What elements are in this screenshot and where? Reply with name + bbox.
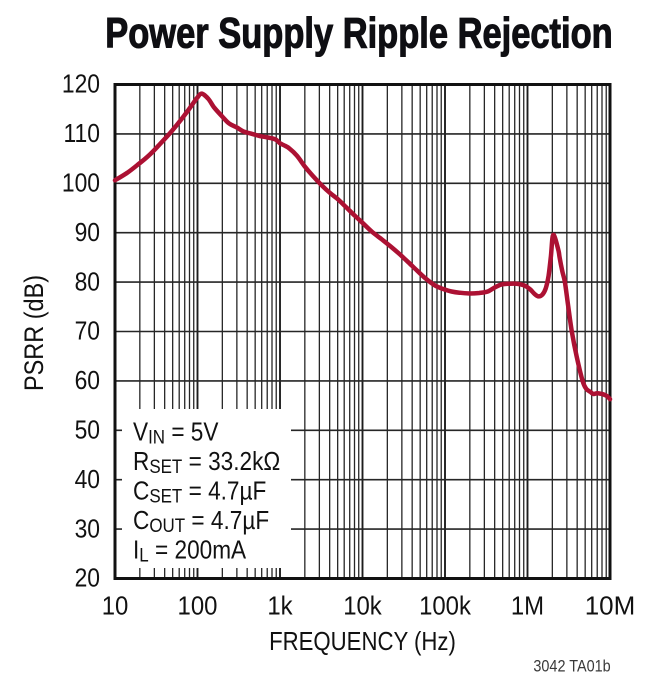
svg-text:80: 80 — [75, 268, 100, 297]
svg-text:100: 100 — [178, 591, 218, 620]
svg-text:40: 40 — [75, 466, 100, 495]
svg-text:100: 100 — [62, 169, 100, 198]
svg-text:1M: 1M — [511, 591, 544, 620]
svg-text:10M: 10M — [585, 590, 636, 620]
svg-text:10: 10 — [102, 591, 129, 620]
svg-text:IL = 200mA: IL = 200mA — [133, 536, 247, 566]
svg-text:120: 120 — [62, 70, 100, 99]
svg-text:10k: 10k — [343, 591, 382, 620]
svg-text:50: 50 — [75, 416, 100, 445]
svg-text:1k: 1k — [267, 591, 293, 620]
svg-text:110: 110 — [64, 120, 100, 149]
svg-text:RSET = 33.2kΩ: RSET = 33.2kΩ — [133, 448, 280, 478]
svg-text:20: 20 — [75, 564, 100, 593]
svg-text:70: 70 — [75, 317, 100, 346]
svg-text:60: 60 — [75, 367, 100, 396]
svg-text:100k: 100k — [419, 591, 471, 620]
svg-text:PSRR (dB): PSRR (dB) — [20, 275, 50, 391]
svg-text:VIN = 5V: VIN = 5V — [133, 418, 219, 448]
svg-text:Power Supply Ripple Rejection: Power Supply Ripple Rejection — [105, 10, 612, 57]
svg-text:FREQUENCY (Hz): FREQUENCY (Hz) — [269, 627, 456, 656]
svg-text:30: 30 — [75, 515, 100, 544]
svg-text:90: 90 — [75, 219, 100, 248]
svg-text:3042 TA01b: 3042 TA01b — [533, 657, 611, 675]
